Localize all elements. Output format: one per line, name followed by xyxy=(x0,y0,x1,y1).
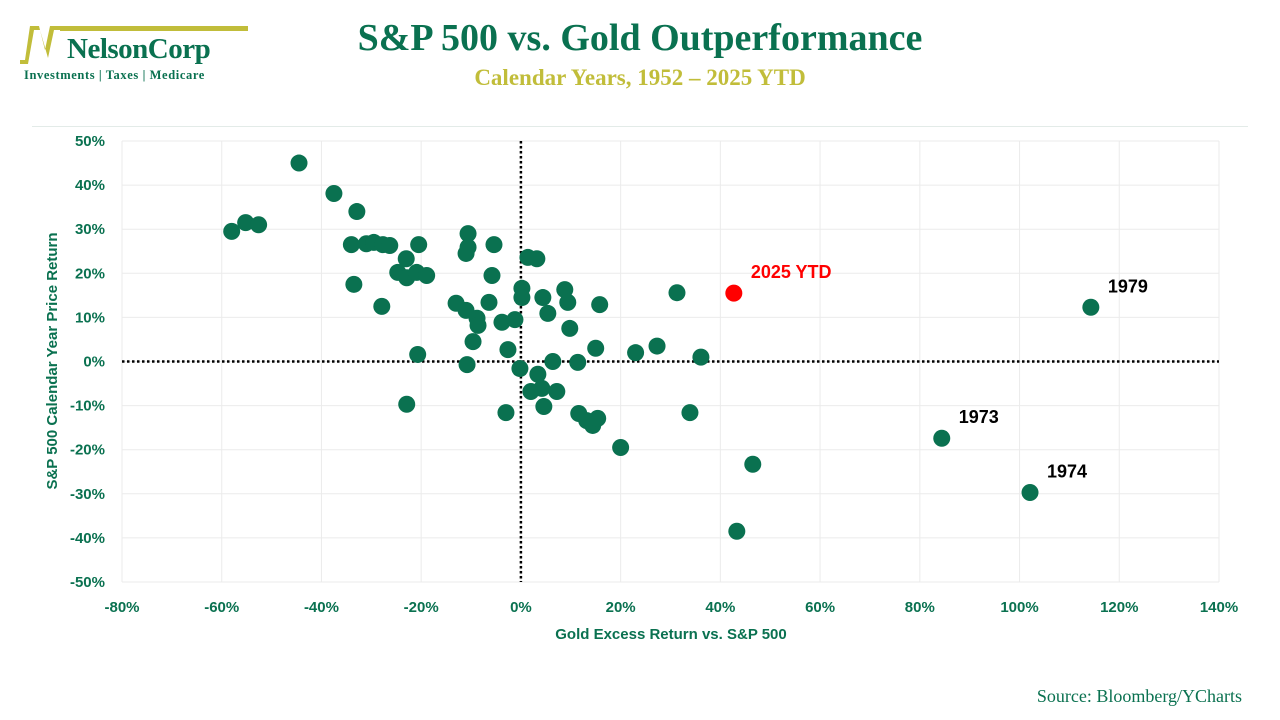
source-note: Source: Bloomberg/YCharts xyxy=(1036,686,1242,706)
data-point xyxy=(513,289,531,307)
data-point xyxy=(539,304,557,322)
x-tick-label: 20% xyxy=(606,599,636,616)
x-tick-label: 60% xyxy=(805,599,835,616)
x-tick-label: -40% xyxy=(304,599,339,616)
annotation-label: 1979 xyxy=(1108,276,1148,296)
data-point xyxy=(612,438,630,456)
x-tick-label: -20% xyxy=(404,599,439,616)
logo-tagline: Investments | Taxes | Medicare xyxy=(24,68,205,82)
logo-n-mark-icon xyxy=(20,26,62,64)
data-point xyxy=(548,382,566,400)
y-tick-label: -40% xyxy=(70,530,105,547)
data-point xyxy=(469,316,487,334)
data-point xyxy=(589,409,607,427)
data-point xyxy=(373,297,391,315)
data-point xyxy=(457,244,475,262)
data-point xyxy=(398,395,416,413)
y-tick-label: 0% xyxy=(83,354,105,371)
data-point xyxy=(458,356,476,374)
y-tick-label: -10% xyxy=(70,398,105,415)
annotation-label: 1974 xyxy=(1047,461,1087,481)
data-point xyxy=(493,313,511,331)
chart-subtitle: Calendar Years, 1952 – 2025 YTD xyxy=(474,65,806,90)
data-point xyxy=(511,360,529,378)
x-tick-label: 120% xyxy=(1100,599,1138,616)
x-tick-label: 0% xyxy=(510,599,532,616)
data-point xyxy=(544,353,562,370)
data-point xyxy=(668,284,686,302)
data-point xyxy=(648,337,666,355)
x-tick-label: 140% xyxy=(1200,599,1238,616)
data-point xyxy=(381,237,399,255)
y-tick-label: 50% xyxy=(75,133,105,150)
data-point xyxy=(933,429,951,447)
data-point xyxy=(529,365,547,383)
logo-bar xyxy=(60,26,248,31)
data-point xyxy=(409,345,427,363)
y-tick-label: -20% xyxy=(70,442,105,459)
y-tick-label: 40% xyxy=(75,177,105,194)
data-point xyxy=(485,236,503,254)
x-tick-label: 100% xyxy=(1000,599,1038,616)
highlight-point-2025 xyxy=(725,284,743,302)
y-axis-ticks: 50% 40% 30% 20% 10% 0% -10% -20% -30% -40% -50% xyxy=(70,133,105,591)
x-tick-label: 40% xyxy=(705,599,735,616)
data-point xyxy=(559,293,577,311)
data-point xyxy=(534,289,552,307)
data-point xyxy=(591,296,609,314)
y-tick-label: 30% xyxy=(75,221,105,238)
data-point xyxy=(483,267,501,285)
data-point xyxy=(506,311,524,329)
x-axis-title: Gold Excess Return vs. S&P 500 xyxy=(555,626,787,643)
data-point xyxy=(410,236,428,254)
y-axis-title: S&P 500 Calendar Year Price Return xyxy=(44,232,61,489)
data-point xyxy=(290,154,308,172)
data-point xyxy=(556,281,574,299)
data-point xyxy=(627,344,645,362)
annotation-label: 1973 xyxy=(959,407,999,427)
data-point xyxy=(1082,298,1100,316)
x-tick-label: -80% xyxy=(104,599,139,616)
x-tick-label: -60% xyxy=(204,599,239,616)
x-tick-label: 80% xyxy=(905,599,935,616)
data-point xyxy=(418,267,436,285)
data-point xyxy=(223,222,241,240)
annotations: 2025 YTD 1979 1973 1974 xyxy=(751,262,1148,481)
data-point xyxy=(237,214,255,232)
data-point xyxy=(499,341,517,359)
data-point xyxy=(587,339,605,357)
annotation-label: 2025 YTD xyxy=(751,262,832,282)
x-axis-ticks: -80% -60% -40% -20% 0% 20% 40% 60% 80% 100% 120% 14… xyxy=(104,599,1238,616)
data-point xyxy=(325,184,343,202)
logo-name: NelsonCorp xyxy=(67,33,211,65)
data-point xyxy=(348,203,366,221)
chart-title: S&P 500 vs. Gold Outperformance xyxy=(357,17,923,59)
data-point xyxy=(535,397,553,415)
data-point xyxy=(692,348,710,366)
y-tick-label: 20% xyxy=(75,265,105,282)
divider xyxy=(32,126,1248,127)
data-point xyxy=(528,250,546,268)
y-tick-label: -50% xyxy=(70,574,105,591)
data-points xyxy=(223,154,1100,540)
data-point xyxy=(533,379,551,397)
data-point xyxy=(480,293,498,311)
data-point xyxy=(681,404,699,422)
data-point xyxy=(561,319,579,337)
data-point xyxy=(728,522,746,540)
data-point xyxy=(459,225,477,243)
data-point xyxy=(397,250,415,268)
company-logo: NelsonCorp Investments | Taxes | Medicar… xyxy=(20,26,248,84)
data-point xyxy=(569,353,587,371)
data-point xyxy=(744,455,762,473)
data-point xyxy=(497,404,515,422)
data-point xyxy=(250,216,268,234)
data-point xyxy=(464,333,482,351)
data-point xyxy=(1021,483,1039,501)
y-tick-label: -30% xyxy=(70,486,105,503)
y-tick-label: 10% xyxy=(75,309,105,326)
data-point xyxy=(345,275,363,293)
data-point xyxy=(342,236,360,254)
